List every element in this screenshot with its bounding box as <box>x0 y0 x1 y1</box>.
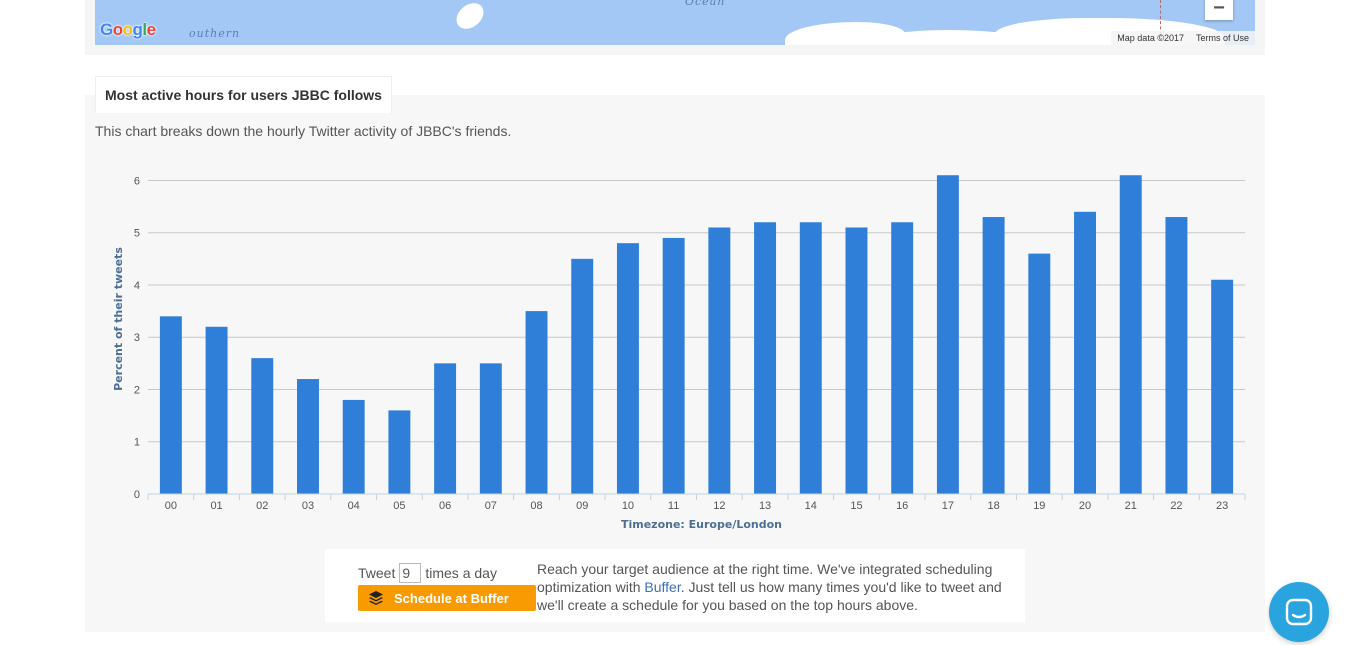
y-tick-label: 4 <box>134 280 140 292</box>
x-tick-label: 08 <box>530 500 542 512</box>
bar-hour-21[interactable] <box>1119 175 1142 494</box>
bar-hour-00[interactable] <box>159 316 182 494</box>
x-tick-label: 16 <box>896 500 908 512</box>
chat-launcher-button[interactable] <box>1269 582 1329 642</box>
x-tick-label: 18 <box>987 500 999 512</box>
bar-hour-05[interactable] <box>388 410 411 494</box>
y-tick-label: 6 <box>134 175 140 187</box>
times-a-day-label: times a day <box>425 565 497 581</box>
bar-hour-17[interactable] <box>936 175 959 494</box>
bar-hour-13[interactable] <box>754 222 777 494</box>
bar-hour-03[interactable] <box>297 379 319 494</box>
bar-hour-20[interactable] <box>1074 211 1096 494</box>
x-tick-label: 14 <box>805 500 817 512</box>
bar-hour-18[interactable] <box>982 217 1005 494</box>
panel-tab-title[interactable]: Most active hours for users JBBC follows <box>95 76 392 113</box>
tweet-label: Tweet <box>358 565 396 581</box>
google-logo[interactable]: Google <box>100 20 156 39</box>
x-tick-label: 20 <box>1079 500 1091 512</box>
schedule-button-label: Schedule at Buffer <box>394 590 509 606</box>
x-tick-label: 04 <box>348 500 360 512</box>
bar-hour-15[interactable] <box>845 227 868 494</box>
buffer-link[interactable]: Buffer <box>644 579 681 595</box>
bar-hour-01[interactable] <box>205 326 228 494</box>
map-container: Ocean outhern Google − Map data ©2017 Te… <box>85 0 1265 55</box>
x-tick-label: 23 <box>1216 500 1228 512</box>
schedule-at-buffer-button[interactable]: Schedule at Buffer <box>358 585 536 611</box>
bar-hour-12[interactable] <box>708 227 731 494</box>
bar-hour-04[interactable] <box>342 399 365 494</box>
x-tick-label: 13 <box>759 500 771 512</box>
chart-description: This chart breaks down the hourly Twitte… <box>95 123 512 139</box>
zoom-out-button[interactable]: − <box>1205 0 1233 20</box>
bar-hour-10[interactable] <box>616 243 639 494</box>
x-tick-label: 06 <box>439 500 451 512</box>
chart-bars <box>159 175 1234 494</box>
y-axis-label: Percent of their tweets <box>112 247 125 391</box>
buffer-box: Tweet times a day Schedule at Buffer Rea… <box>325 549 1025 622</box>
map-footer: Map data ©2017 Terms of Use <box>1111 31 1255 45</box>
map-ocean-label: Ocean <box>685 0 726 8</box>
chart-grid <box>148 179 1245 443</box>
buffer-layers-icon <box>369 591 383 605</box>
y-tick-label: 0 <box>134 489 140 501</box>
x-tick-label: 05 <box>393 500 405 512</box>
bar-hour-06[interactable] <box>434 363 457 494</box>
x-tick-label: 19 <box>1033 500 1045 512</box>
x-tick-label: 12 <box>713 500 725 512</box>
bar-hour-11[interactable] <box>662 237 685 494</box>
x-tick-label: 22 <box>1170 500 1182 512</box>
x-axis-label: Timezone: Europe/London <box>621 518 782 531</box>
terms-of-use-link[interactable]: Terms of Use <box>1195 33 1249 43</box>
bar-hour-08[interactable] <box>525 311 548 494</box>
x-tick-label: 00 <box>165 500 177 512</box>
x-tick-label: 03 <box>302 500 314 512</box>
tweet-frequency-row: Tweet times a day <box>358 563 497 583</box>
bar-hour-14[interactable] <box>799 222 822 494</box>
buffer-description: Reach your target audience at the right … <box>537 561 1002 613</box>
y-tick-label: 1 <box>134 437 140 449</box>
x-tick-label: 17 <box>942 500 954 512</box>
bar-hour-07[interactable] <box>479 363 502 494</box>
chat-icon <box>1285 598 1313 626</box>
bar-hour-09[interactable] <box>571 258 594 494</box>
y-tick-label: 3 <box>134 332 140 344</box>
x-tick-label: 02 <box>256 500 268 512</box>
bar-hour-19[interactable] <box>1028 253 1051 494</box>
map-place-label: outhern <box>189 27 241 40</box>
x-tick-label: 15 <box>850 500 862 512</box>
x-tick-label: 01 <box>210 500 222 512</box>
map[interactable]: Ocean outhern Google − Map data ©2017 Te… <box>95 0 1255 45</box>
x-tick-label: 11 <box>668 500 679 512</box>
bar-hour-02[interactable] <box>251 358 274 494</box>
x-tick-label: 21 <box>1125 500 1137 512</box>
bar-hour-22[interactable] <box>1165 217 1188 494</box>
bar-hour-23[interactable] <box>1211 279 1234 494</box>
y-axis-ticks: 0 1 2 3 4 5 6 <box>134 175 140 501</box>
y-tick-label: 5 <box>134 228 140 240</box>
map-data-attribution: Map data ©2017 <box>1117 33 1184 43</box>
y-tick-label: 2 <box>134 384 140 396</box>
x-tick-label: 09 <box>576 500 588 512</box>
x-tick-label: 10 <box>622 500 634 512</box>
x-tick-label: 07 <box>485 500 497 512</box>
tweet-count-input[interactable] <box>399 563 422 583</box>
x-axis-ticks: 00 01 02 03 04 05 06 07 08 09 10 11 12 13 14 15 16 17 18 19… <box>147 494 1246 512</box>
bar-hour-16[interactable] <box>891 222 914 494</box>
